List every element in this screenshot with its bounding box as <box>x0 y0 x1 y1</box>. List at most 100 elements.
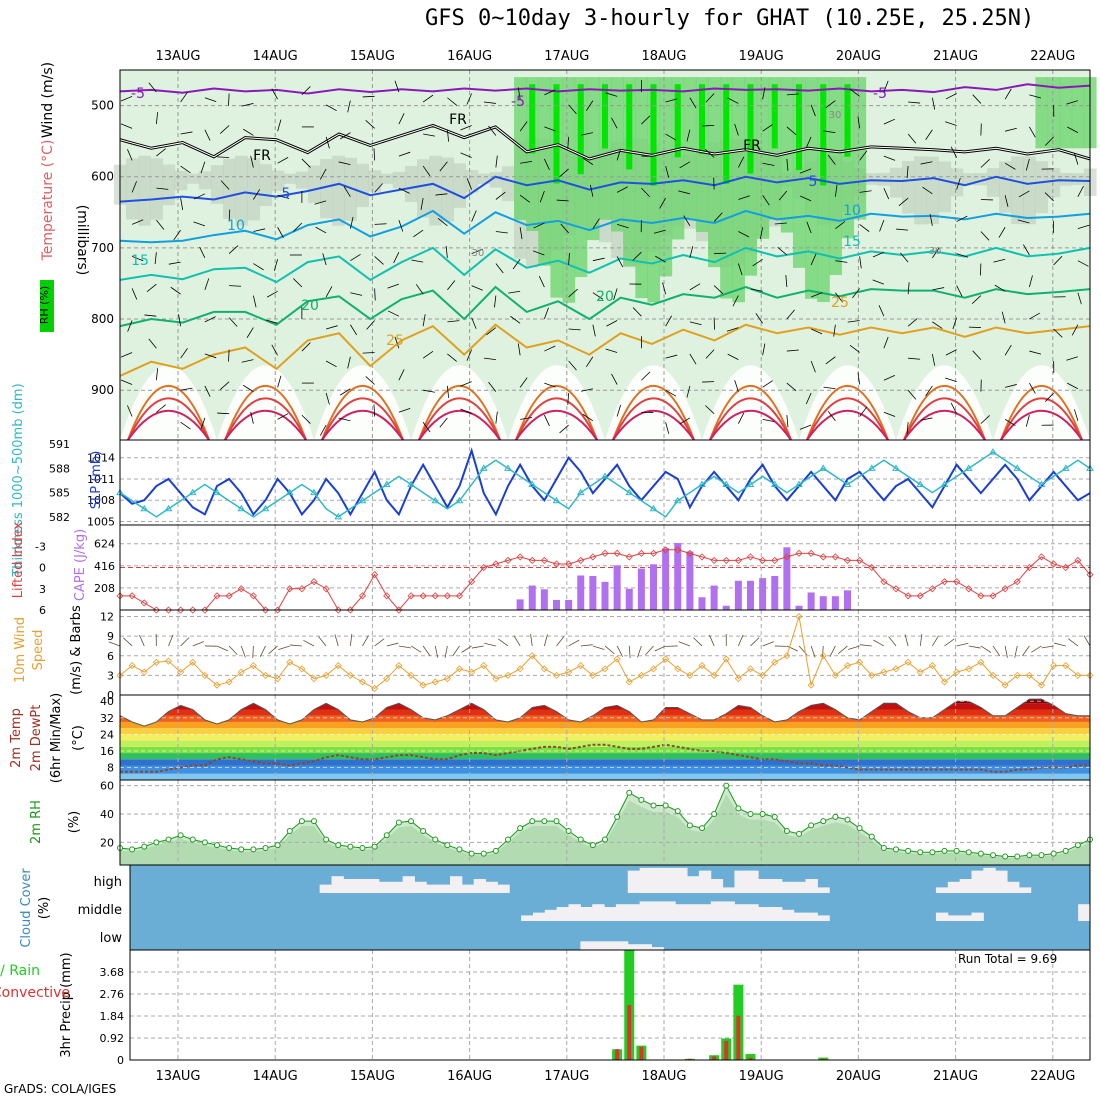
isotherm-arc <box>321 384 404 441</box>
wind-barb <box>762 124 773 132</box>
lifted-index-point <box>468 578 476 586</box>
cloud-cell-high <box>438 884 451 893</box>
wind-barb <box>825 100 836 109</box>
rh2m-point <box>832 813 839 820</box>
rh-green-cell <box>538 77 551 266</box>
wind-barb <box>301 158 311 168</box>
rh-legend-swatch <box>40 280 54 332</box>
wind-speed-point <box>965 665 973 673</box>
wind-speed-point <box>310 675 318 683</box>
thickness-point <box>1061 464 1070 471</box>
wind-barb <box>907 389 917 400</box>
cloud-cell-middle <box>651 901 664 921</box>
wind-barb <box>950 402 957 414</box>
thickness-tick-label: 591 <box>49 438 70 451</box>
wind-barb <box>931 353 936 366</box>
wind-barb <box>567 393 570 406</box>
cloud-cell-high <box>805 879 818 893</box>
wind-barb <box>1004 195 1009 207</box>
wind-tick-label: 12 <box>100 611 114 624</box>
wind10-axis-label: Speed <box>31 630 46 671</box>
surface-wind-barb <box>968 645 981 649</box>
rh2m-point <box>262 845 269 851</box>
cape-bar <box>577 575 585 610</box>
rh-green-cell <box>611 77 624 232</box>
wind-barb <box>343 186 351 197</box>
wind-barb <box>945 349 957 356</box>
surface-wind-barb <box>556 636 565 647</box>
rh2m-point <box>577 836 584 843</box>
wind-barb <box>350 253 361 262</box>
isotherm-arc <box>1000 397 1083 441</box>
wind-barb <box>228 317 238 327</box>
isotherm-arc <box>806 409 889 441</box>
thickness-point <box>479 464 488 471</box>
thickness-point <box>843 480 852 488</box>
thickness-point <box>261 504 270 512</box>
rh2m-point <box>893 846 899 853</box>
surface-wind-barb <box>678 641 691 647</box>
rh2m-point <box>650 802 657 809</box>
wind-barb <box>415 284 424 295</box>
rh-gray-cell <box>417 159 430 218</box>
wind-barb <box>293 278 303 288</box>
wind-barb <box>956 178 961 190</box>
wind-barb <box>665 422 670 434</box>
wind-barb <box>460 381 472 387</box>
surface-wind-barb <box>645 645 654 656</box>
wind-barb <box>759 227 764 240</box>
surface-wind-barb <box>810 645 816 658</box>
date-label-top: 15AUG <box>350 49 395 64</box>
surface-wind-barb <box>318 636 327 647</box>
wind-speed-point <box>552 671 561 679</box>
contour-label: 5 <box>282 186 291 202</box>
lifted-index-point <box>1062 563 1070 572</box>
wind-barb <box>568 252 570 265</box>
lifted-index-point <box>480 563 488 572</box>
contour-label: FR <box>253 148 271 164</box>
wind-barb <box>762 195 770 206</box>
rh2m-point <box>565 828 572 834</box>
wind-speed-point <box>383 675 391 683</box>
wind-barb <box>519 377 528 388</box>
cloud-cell-high <box>450 876 463 893</box>
wind-barb <box>906 166 909 179</box>
lifted-index-point <box>734 556 742 564</box>
wind-barb <box>998 227 1006 238</box>
surface-wind-barb <box>628 645 631 658</box>
surface-wind-barb <box>693 637 703 647</box>
lifted-index-point <box>625 553 633 561</box>
wind-barb <box>568 104 577 115</box>
date-label-bottom: 18AUG <box>641 1069 686 1084</box>
rh-gray-cell <box>356 163 370 207</box>
wind-barb <box>1028 275 1033 288</box>
wind-speed-point <box>916 668 924 676</box>
cape-tick-label: 416 <box>94 560 115 573</box>
wind-barb <box>180 421 191 430</box>
wind-speed-point <box>237 668 245 676</box>
wind-barb <box>544 414 550 427</box>
wind-barb <box>517 343 521 356</box>
wind-barb <box>825 356 836 365</box>
wind-barb <box>805 392 812 405</box>
wind-barb <box>582 157 594 165</box>
rh2m-unit-label: (%) <box>67 811 82 834</box>
wind-barb <box>616 404 622 417</box>
rh-bright-cell <box>577 84 584 175</box>
wind-speed-point <box>698 662 706 670</box>
temp-band <box>120 699 1090 704</box>
wind-barb <box>613 288 618 301</box>
rh2m-point <box>1014 853 1021 860</box>
rh2m-point <box>783 828 790 834</box>
rh-green-cell <box>780 77 794 233</box>
wind-barb <box>520 417 533 420</box>
rh2m-point <box>420 828 427 834</box>
lifted-index-point <box>746 553 755 561</box>
contour-label: FR <box>449 112 467 128</box>
wind-speed-point <box>904 658 912 666</box>
lifted-index-point <box>686 549 694 557</box>
thickness-point <box>770 480 779 488</box>
wind-speed-point <box>419 681 427 689</box>
wind-speed-point <box>710 671 718 679</box>
wind-barb <box>980 231 990 241</box>
